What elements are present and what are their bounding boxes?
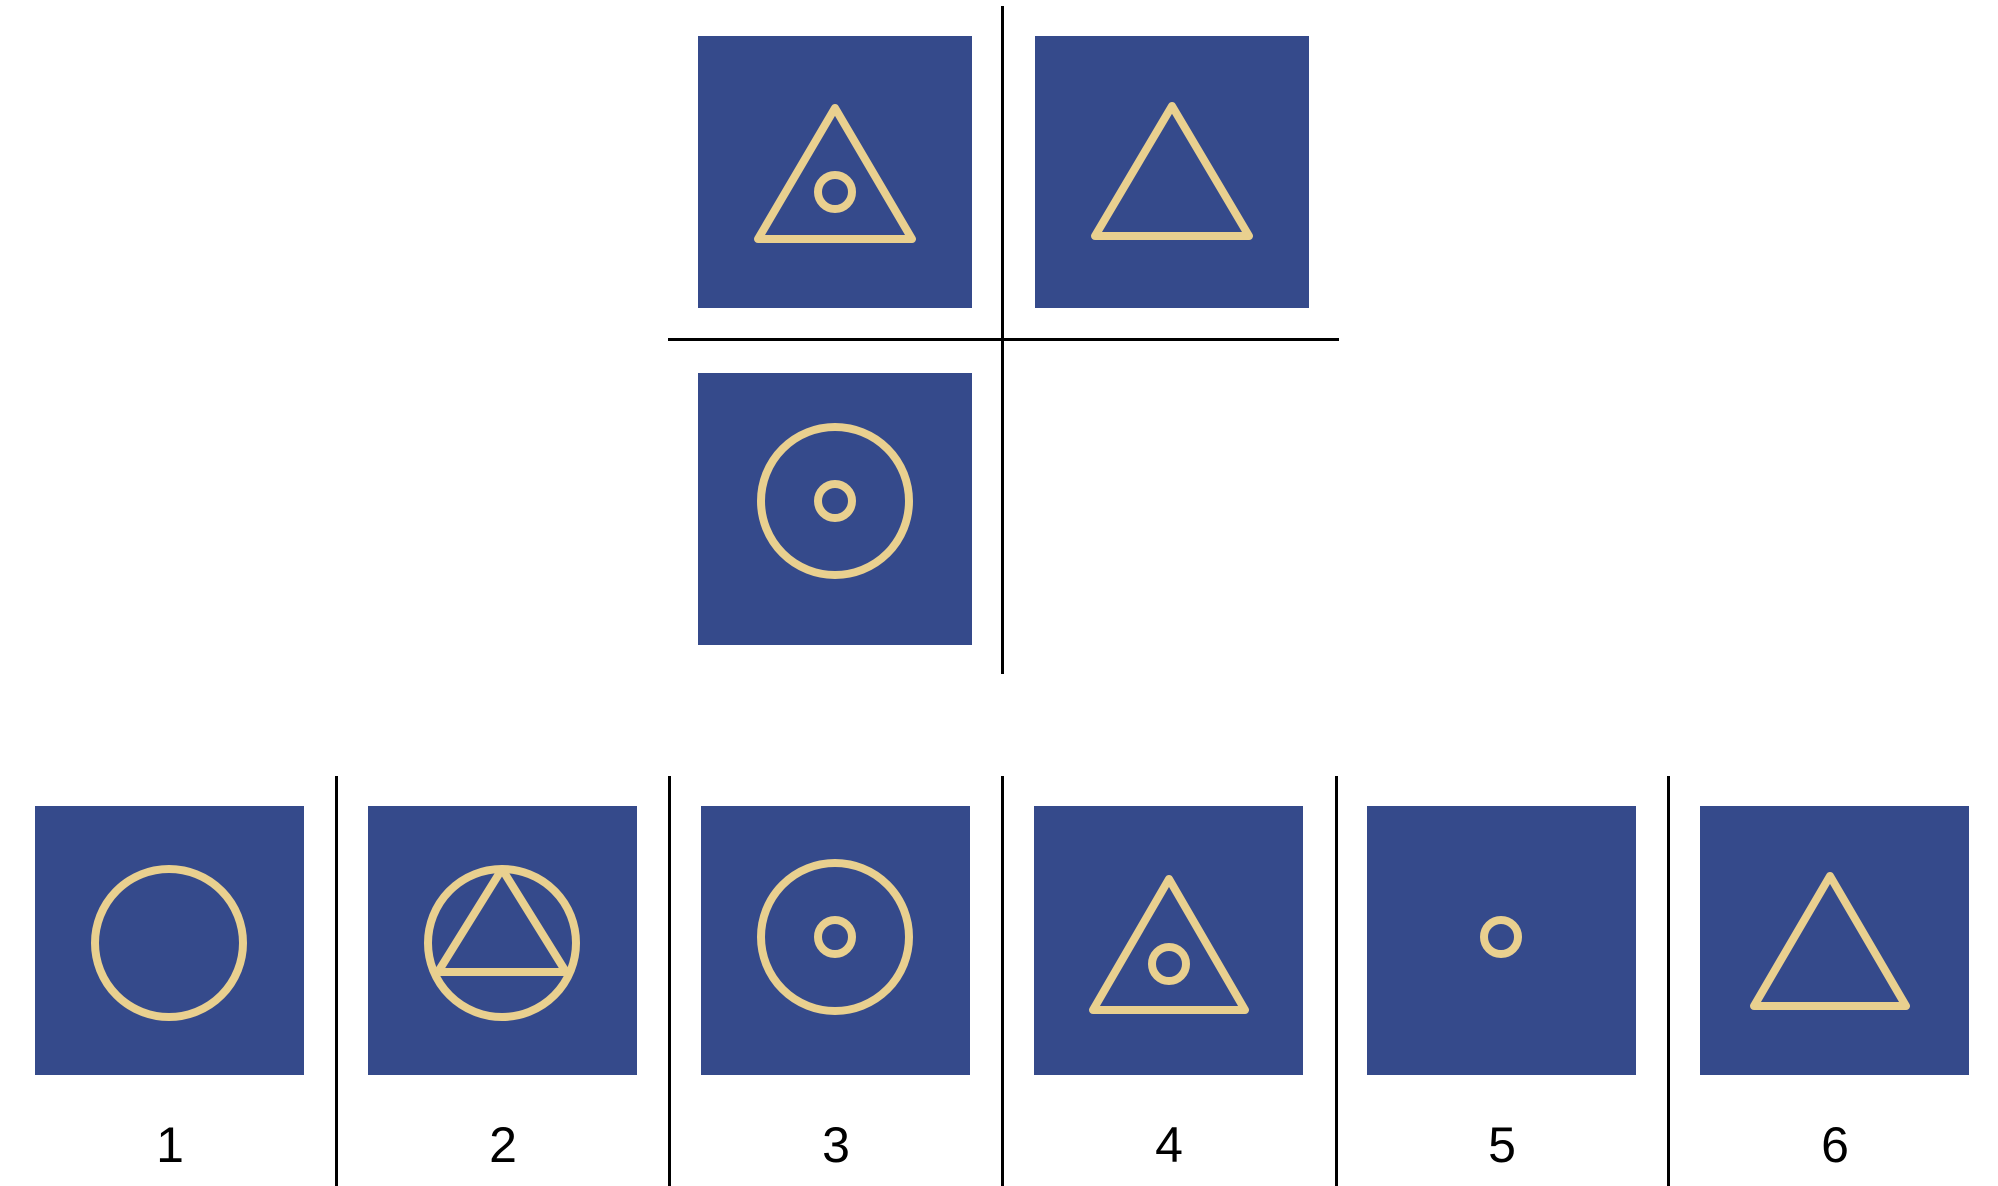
option-1-label[interactable]: 1 (156, 1117, 184, 1173)
triangle-icon (754, 104, 916, 243)
circle-icon (91, 865, 247, 1021)
option-2-tile[interactable] (368, 806, 637, 1075)
puzzle-cell-top-left (698, 36, 972, 308)
triangle-icon (1091, 102, 1253, 240)
small-circle-icon (1480, 916, 1522, 958)
option-5-label[interactable]: 5 (1488, 1117, 1516, 1173)
small-circle-icon (1148, 943, 1190, 985)
triangle-icon (434, 865, 570, 976)
puzzle-cell-top-right (1035, 36, 1309, 308)
option-3-label[interactable]: 3 (822, 1117, 850, 1173)
circle-icon (757, 423, 913, 579)
option-5-tile[interactable] (1367, 806, 1636, 1075)
option-4-tile[interactable] (1034, 806, 1303, 1075)
option-divider-3 (1001, 776, 1004, 1186)
option-6-label[interactable]: 6 (1821, 1117, 1849, 1173)
option-6-tile[interactable] (1700, 806, 1969, 1075)
grid-divider-horizontal (668, 338, 1339, 341)
option-3-tile[interactable] (701, 806, 970, 1075)
option-divider-4 (1335, 776, 1338, 1186)
small-circle-icon (814, 171, 856, 213)
triangle-icon (1750, 872, 1910, 1010)
small-circle-icon (814, 480, 856, 522)
small-circle-icon (814, 916, 856, 958)
option-4-label[interactable]: 4 (1155, 1117, 1183, 1173)
circle-icon (757, 859, 913, 1015)
option-divider-1 (335, 776, 338, 1186)
option-divider-5 (1667, 776, 1670, 1186)
triangle-icon (1089, 875, 1249, 1014)
option-1-tile[interactable] (35, 806, 304, 1075)
puzzle-cell-bottom-right-empty (1035, 373, 1309, 645)
option-divider-2 (668, 776, 671, 1186)
puzzle-cell-bottom-left (698, 373, 972, 645)
option-2-label[interactable]: 2 (489, 1117, 517, 1173)
